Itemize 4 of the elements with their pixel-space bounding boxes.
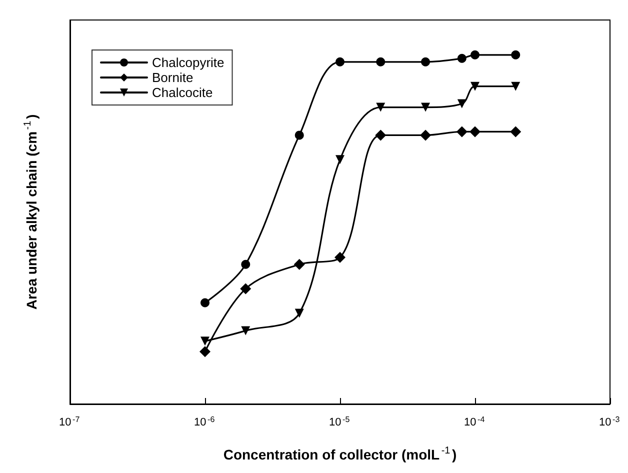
legend-label: Chalcocite xyxy=(152,85,213,100)
y-axis-title: Area under alkyl chain (cm-1) xyxy=(22,114,40,310)
legend-label: Chalcopyrite xyxy=(152,55,224,70)
legend-label: Bornite xyxy=(152,70,194,85)
